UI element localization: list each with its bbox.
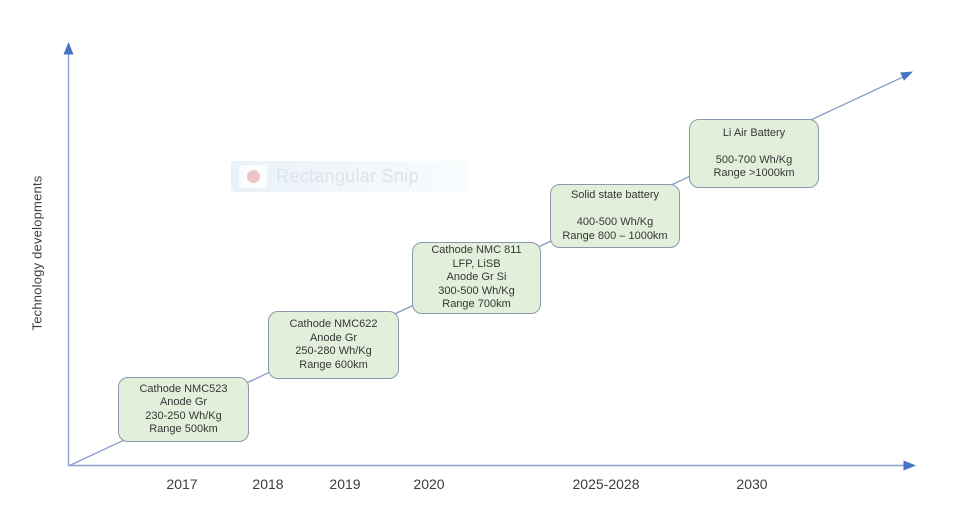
milestone-line: 400-500 Wh/Kg (576, 216, 654, 228)
milestone-box-cathode-nmc811: Cathode NMC 811 LFP, LiSB Anode Gr Si 30… (412, 242, 541, 314)
milestone-line: Solid state battery (570, 189, 660, 201)
x-tick-2020: 2020 (413, 476, 445, 492)
milestone-line: Range 600km (299, 358, 368, 371)
milestone-box-solid-state-battery: Solid state battery 400-500 Wh/Kg Range … (550, 184, 680, 248)
snip-tooltip-label: Rectangular Snip (276, 166, 419, 186)
y-axis-arrowhead-icon (63, 42, 74, 55)
x-tick-2019: 2019 (329, 476, 361, 492)
milestone-line: Anode Gr (159, 396, 208, 408)
milestone-line: Anode Gr Si (446, 271, 507, 284)
milestone-line: Cathode NMC 811 (431, 244, 522, 257)
milestone-line: 500-700 Wh/Kg (715, 153, 793, 166)
snip-mode-button (239, 165, 267, 188)
milestone-line: Cathode NMC523 (139, 382, 228, 395)
y-axis-label: Technology developments (29, 175, 45, 331)
milestone-line: Anode Gr (309, 331, 358, 344)
milestone-line: Range 700km (442, 298, 511, 311)
red-dot-icon (246, 170, 260, 183)
milestone-line: Range 500km (149, 423, 218, 435)
milestone-box-li-air-battery: Li Air Battery 500-700 Wh/Kg Range >1000… (689, 119, 819, 188)
milestone-line: LFP, LiSB (452, 257, 501, 270)
x-tick-2018: 2018 (252, 476, 284, 492)
milestone-line: Cathode NMC622 (289, 318, 378, 330)
snip-tooltip-overlay: Rectangular Snip (231, 161, 468, 192)
milestone-box-cathode-nmc523: Cathode NMC523 Anode Gr 230-250 Wh/Kg Ra… (118, 377, 249, 442)
milestone-line: 300-500 Wh/Kg (438, 284, 515, 297)
milestone-box-cathode-nmc622: Cathode NMC622 Anode Gr 250-280 Wh/Kg Ra… (268, 311, 399, 379)
milestone-line: Range >1000km (713, 167, 795, 179)
x-axis-arrowhead-icon (903, 460, 916, 471)
milestone-line: 250-280 Wh/Kg (295, 345, 372, 357)
milestone-line: 230-250 Wh/Kg (145, 409, 222, 422)
x-tick-2025-2028: 2025-2028 (572, 476, 640, 492)
trend-arrowhead-icon (900, 71, 913, 81)
milestone-line: Range 800 – 1000km (562, 229, 668, 242)
x-tick-2017: 2017 (166, 476, 198, 492)
milestone-line: Li Air Battery (722, 126, 786, 139)
x-tick-2030: 2030 (736, 476, 768, 492)
